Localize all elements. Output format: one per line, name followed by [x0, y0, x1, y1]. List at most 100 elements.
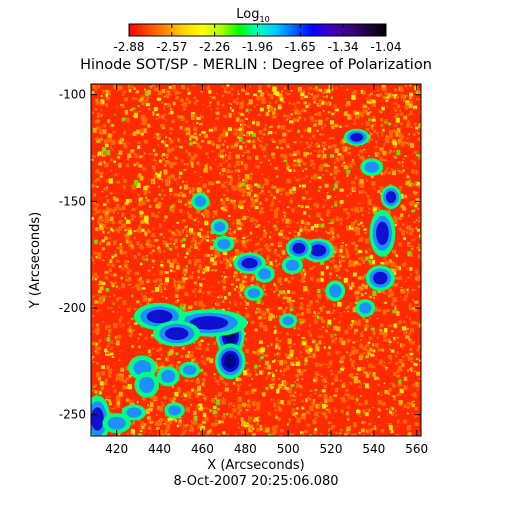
texture-speckle: [251, 401, 256, 405]
x-tick-label: 560: [405, 442, 428, 456]
texture-speckle: [195, 394, 200, 398]
texture-speckle: [133, 163, 137, 167]
texture-speckle: [277, 122, 280, 124]
texture-speckle: [106, 351, 111, 355]
texture-speckle: [374, 95, 376, 96]
texture-speckle: [413, 362, 416, 365]
texture-speckle: [338, 434, 342, 436]
texture-speckle: [141, 287, 146, 290]
texture-speckle: [161, 155, 163, 158]
texture-speckle: [219, 163, 223, 167]
texture-speckle: [313, 354, 316, 357]
texture-speckle: [105, 398, 108, 401]
texture-speckle: [415, 126, 419, 130]
texture-speckle: [322, 376, 324, 378]
texture-speckle: [353, 122, 357, 125]
texture-speckle: [99, 227, 104, 231]
texture-speckle: [203, 397, 205, 399]
texture-speckle: [92, 84, 97, 89]
texture-speckle: [125, 117, 129, 120]
texture-speckle: [275, 369, 277, 372]
texture-speckle: [255, 236, 258, 238]
texture-speckle: [130, 246, 135, 250]
texture-speckle: [234, 255, 238, 259]
texture-speckle: [314, 223, 319, 228]
texture-speckle: [349, 381, 353, 385]
texture-speckle: [277, 347, 281, 350]
texture-speckle: [408, 214, 410, 217]
texture-speckle: [116, 373, 121, 377]
texture-speckle: [317, 223, 321, 227]
plage-blob: [126, 407, 142, 418]
texture-speckle: [116, 86, 120, 91]
texture-speckle: [360, 293, 364, 297]
texture-speckle: [127, 384, 132, 390]
texture-speckle: [357, 262, 362, 266]
texture-speckle: [319, 187, 322, 190]
texture-speckle: [230, 283, 234, 286]
texture-speckle: [165, 297, 168, 300]
x-tick-label: 440: [148, 442, 171, 456]
texture-speckle: [346, 405, 350, 409]
texture-speckle: [164, 180, 169, 186]
texture-speckle: [287, 355, 291, 360]
texture-speckle: [264, 427, 267, 429]
texture-speckle: [268, 221, 270, 223]
texture-speckle: [248, 384, 251, 386]
texture-speckle: [190, 218, 194, 220]
texture-speckle: [139, 223, 142, 225]
texture-speckle: [246, 405, 251, 409]
texture-speckle: [247, 216, 249, 218]
texture-speckle: [338, 259, 343, 262]
texture-speckle: [140, 95, 145, 98]
texture-speckle: [96, 136, 99, 139]
texture-speckle: [408, 182, 413, 187]
texture-speckle: [108, 227, 110, 229]
texture-speckle: [261, 203, 263, 205]
texture-speckle: [158, 420, 160, 421]
texture-speckle: [285, 143, 290, 147]
texture-speckle: [239, 222, 244, 227]
texture-speckle: [385, 260, 390, 266]
texture-speckle: [276, 255, 278, 257]
texture-speckle: [198, 300, 203, 307]
texture-speckle: [140, 128, 144, 133]
texture-speckle: [296, 417, 301, 423]
texture-speckle: [137, 145, 141, 149]
texture-speckle: [344, 268, 348, 271]
texture-speckle: [366, 140, 370, 144]
texture-speckle: [304, 359, 308, 363]
texture-speckle: [269, 261, 273, 265]
texture-speckle: [133, 255, 137, 259]
texture-speckle: [404, 194, 408, 199]
texture-speckle: [113, 250, 116, 252]
texture-speckle: [417, 275, 421, 277]
texture-speckle: [322, 151, 325, 153]
texture-speckle: [228, 406, 230, 408]
colorbar-tick-label: -2.26: [199, 40, 230, 54]
texture-speckle: [187, 92, 191, 95]
texture-speckle: [416, 277, 421, 282]
texture-speckle: [134, 113, 138, 119]
texture-speckle: [332, 254, 335, 258]
texture-speckle: [233, 128, 238, 132]
texture-speckle: [182, 276, 185, 280]
texture-speckle: [317, 404, 321, 409]
texture-speckle: [164, 429, 167, 432]
texture-speckle: [317, 294, 322, 299]
texture-speckle: [309, 138, 312, 140]
texture-speckle: [353, 422, 357, 428]
texture-speckle: [252, 218, 256, 221]
texture-speckle: [174, 178, 177, 181]
texture-speckle: [251, 203, 256, 208]
texture-speckle: [296, 149, 300, 153]
texture-speckle: [259, 140, 263, 143]
texture-speckle: [321, 412, 324, 416]
texture-speckle: [279, 97, 284, 102]
texture-speckle: [213, 126, 218, 132]
texture-speckle: [126, 140, 128, 143]
texture-speckle: [239, 102, 244, 108]
texture-speckle: [331, 113, 334, 116]
texture-speckle: [283, 217, 286, 220]
texture-speckle: [326, 310, 331, 314]
